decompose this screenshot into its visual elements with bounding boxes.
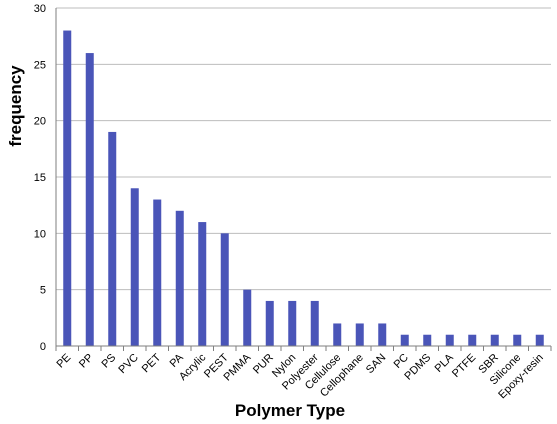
- bar: [513, 334, 522, 346]
- y-tick-label: 10: [34, 228, 46, 240]
- y-tick-label: 15: [34, 172, 46, 184]
- gridlines: [56, 7, 551, 291]
- x-tick-label: SAN: [364, 352, 389, 377]
- bar: [378, 323, 387, 346]
- bar: [63, 30, 72, 347]
- bar: [333, 323, 342, 346]
- y-axis-title: frequency: [6, 65, 25, 147]
- y-tick-label: 30: [34, 3, 46, 15]
- bar: [153, 199, 162, 346]
- y-tick-labels: 0 5 10 15 20 25 30: [34, 3, 46, 353]
- bar: [130, 188, 139, 346]
- x-tick-label: PE: [55, 352, 74, 371]
- bar: [198, 222, 207, 346]
- bar: [220, 233, 229, 346]
- y-tick-label: 5: [40, 285, 46, 297]
- bar: [108, 131, 117, 346]
- bar: [175, 210, 184, 346]
- x-tick-label: PET: [140, 351, 164, 375]
- bar: [265, 300, 274, 346]
- bar: [468, 334, 477, 346]
- x-tick-label: PDMS: [402, 352, 433, 383]
- y-tick-label: 20: [34, 116, 46, 128]
- x-axis-title: Polymer Type: [235, 401, 345, 420]
- x-tick-label: PP: [77, 352, 96, 371]
- bar: [288, 300, 297, 346]
- bar: [310, 300, 319, 346]
- bar: [85, 53, 94, 347]
- x-tick-label: PTFE: [450, 352, 478, 380]
- y-tick-label: 0: [40, 341, 46, 353]
- bar: [243, 289, 252, 346]
- axes: [55, 8, 552, 351]
- x-tick-label: PVC: [116, 352, 141, 377]
- bar: [445, 334, 454, 346]
- bar: [535, 334, 544, 346]
- bar: [490, 334, 499, 346]
- bar: [423, 334, 432, 346]
- bar: [355, 323, 364, 346]
- y-tick-label: 25: [34, 59, 46, 71]
- bar: [400, 334, 409, 346]
- bars: [63, 30, 544, 347]
